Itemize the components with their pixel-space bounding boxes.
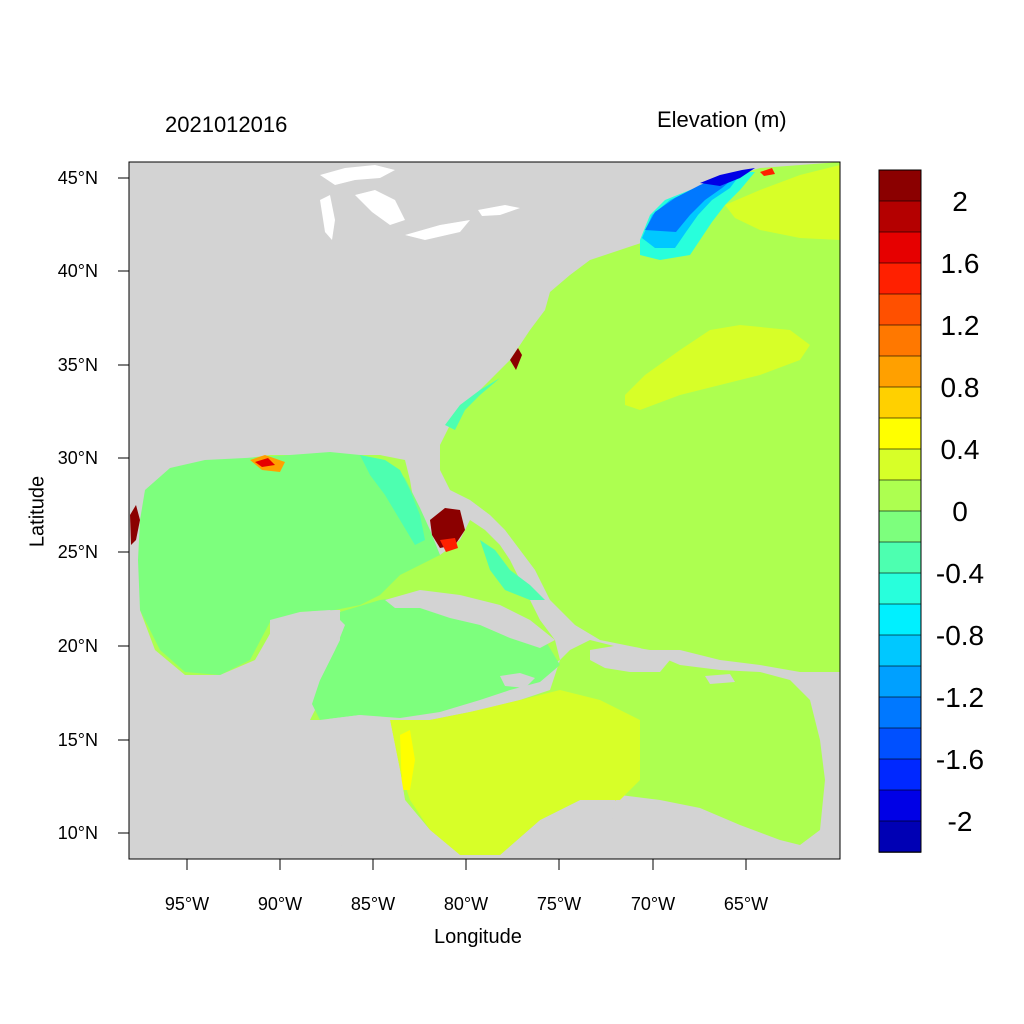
colorbar-frame: [878, 169, 922, 853]
colorbar-swatch: [878, 200, 922, 233]
colorbar-swatch: [878, 727, 922, 760]
negative-anomaly-1-6: [645, 171, 742, 232]
colorbar-label: -2: [948, 806, 973, 837]
y-tick-label: 45°N: [58, 168, 98, 188]
lake-superior: [320, 165, 395, 185]
positive-anomaly-honduras: [400, 730, 415, 790]
lake-michigan: [320, 195, 335, 240]
positive-anomaly-coast-texas: [130, 505, 140, 545]
colorbar-label: -0.4: [936, 558, 984, 589]
negative-anomaly-2: [700, 168, 755, 186]
y-tick-label: 30°N: [58, 448, 98, 468]
land-jamaica: [500, 673, 535, 688]
colorbar-label: 0: [952, 496, 968, 527]
y-tick-label: 25°N: [58, 542, 98, 562]
colorbar-label: 1.2: [941, 310, 980, 341]
positive-anomaly-louisiana-red: [255, 458, 275, 467]
x-tick-label: 65°W: [724, 894, 768, 914]
y-axis: 45°N 40°N 35°N 30°N 25°N 20°N 15°N 10°N: [58, 168, 129, 843]
y-tick-label: 40°N: [58, 261, 98, 281]
land-lake-maracaibo-shore: [600, 800, 615, 820]
positive-anomaly-caribbean-south: [390, 690, 640, 855]
x-tick-label: 85°W: [351, 894, 395, 914]
y-tick-label: 10°N: [58, 823, 98, 843]
positive-anomaly-nova-scotia: [760, 168, 775, 176]
negative-anomaly-florida: [360, 455, 425, 545]
colorbar-swatch: [878, 758, 922, 791]
colorbar-swatch: [878, 789, 922, 822]
colorbar-swatch: [878, 448, 922, 481]
colorbar-swatch: [878, 417, 922, 450]
colorbar-swatch: [878, 479, 922, 512]
positive-anomaly-florida: [430, 508, 465, 548]
atlantic-ocean: [140, 162, 840, 855]
colorbar-swatch: [878, 324, 922, 357]
colorbar-label: -0.8: [936, 620, 984, 651]
colorbar: 2 1.6 1.2 0.8 0.4 0 -0.4 -0.8 -1.2 -1.6 -2: [878, 169, 984, 853]
land-south-america: [500, 800, 820, 859]
colorbar-swatch: [878, 820, 922, 853]
colorbar-swatch: [878, 572, 922, 605]
positive-anomaly-ne: [725, 165, 840, 240]
x-tick-label: 90°W: [258, 894, 302, 914]
colorbar-label: 0.4: [941, 434, 980, 465]
colorbar-label: 2: [952, 186, 968, 217]
positive-anomaly-florida-tip: [440, 538, 458, 552]
x-tick-label: 75°W: [537, 894, 581, 914]
gulf-of-mexico: [138, 452, 440, 675]
colorbar-label: -1.2: [936, 682, 984, 713]
y-tick-label: 15°N: [58, 730, 98, 750]
positive-anomaly-mid: [625, 325, 810, 410]
colorbar-swatch: [878, 262, 922, 295]
colorbar-swatch: [878, 231, 922, 264]
colorbar-swatch: [878, 169, 922, 202]
variable-title: Elevation (m): [657, 107, 787, 132]
land-cuba: [385, 590, 555, 648]
colorbar-label: -1.6: [936, 744, 984, 775]
colorbar-swatch: [878, 541, 922, 574]
colorbar-swatch: [878, 293, 922, 326]
y-tick-label: 20°N: [58, 636, 98, 656]
negative-anomaly-atlantic-coast: [445, 378, 500, 430]
land-central-america: [129, 715, 460, 859]
lake-erie: [405, 220, 470, 240]
map-area: [129, 162, 840, 859]
colorbar-swatch: [878, 386, 922, 419]
colorbar-swatch: [878, 355, 922, 388]
colorbar-swatch: [878, 510, 922, 543]
x-tick-label: 70°W: [631, 894, 675, 914]
y-tick-label: 35°N: [58, 355, 98, 375]
x-tick-label: 80°W: [444, 894, 488, 914]
colorbar-label: 0.8: [941, 372, 980, 403]
lake-huron: [355, 190, 405, 225]
colorbar-swatch: [878, 665, 922, 698]
colorbar-swatch: [878, 603, 922, 636]
x-tick-label: 95°W: [165, 894, 209, 914]
lake-ontario: [478, 205, 520, 216]
land-puerto-rico: [705, 674, 735, 684]
colorbar-label: 1.6: [941, 248, 980, 279]
map-frame: [128, 161, 841, 860]
timestamp-title: 2021012016: [165, 112, 288, 137]
x-axis: 95°W 90°W 85°W 80°W 75°W 70°W 65°W: [165, 859, 768, 914]
negative-anomaly-bahamas: [480, 540, 545, 600]
colorbar-swatch: [878, 696, 922, 729]
land-hispaniola: [590, 645, 670, 672]
x-axis-label: Longitude: [434, 926, 522, 948]
colorbar-swatch: [878, 634, 922, 667]
land-yucatan: [270, 610, 345, 710]
positive-anomaly-coast-east: [510, 348, 522, 370]
